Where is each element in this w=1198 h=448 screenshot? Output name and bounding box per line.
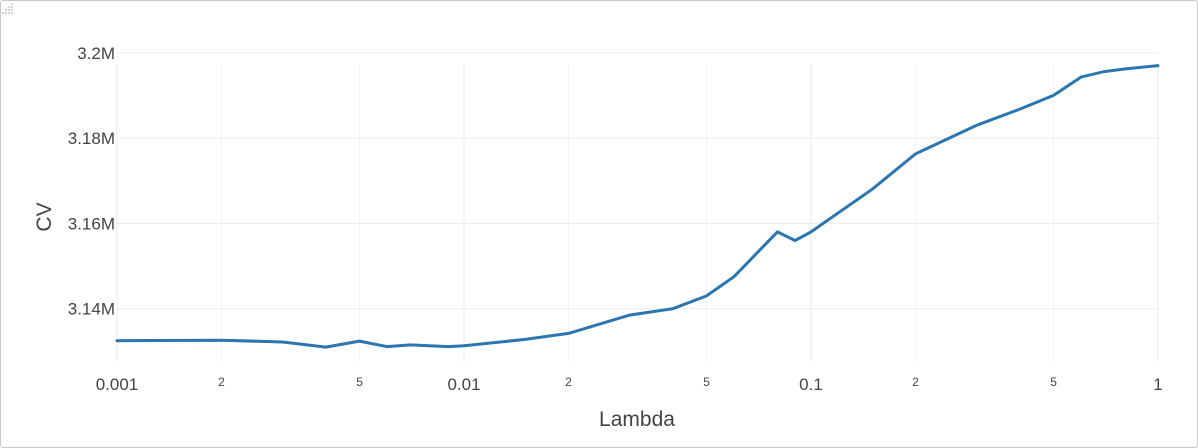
x-minor-tick-label: 5 (1050, 375, 1057, 389)
x-axis-ticks: 0.001 0.01 0.1 1 2 5 2 5 2 5 (96, 375, 1163, 394)
y-tick-label: 3.16M (68, 214, 115, 233)
y-axis-ticks: 3.14M 3.16M 3.18M 3.2M (68, 44, 115, 319)
series-line (115, 64, 1160, 349)
plot-area (115, 64, 1160, 349)
y-tick-label: 3.18M (68, 129, 115, 148)
x-minor-tick-label: 2 (218, 375, 225, 389)
y-tick-label: 3.14M (68, 300, 115, 319)
x-tick-label: 1 (1153, 375, 1162, 394)
y-tick-label: 3.2M (77, 44, 115, 63)
x-axis-title: Lambda (599, 408, 675, 431)
x-minor-tick-label: 2 (565, 375, 572, 389)
resize-grip-icon[interactable] (0, 0, 14, 14)
x-tick-label: 0.001 (96, 375, 139, 394)
x-minor-tick-label: 2 (912, 375, 919, 389)
x-minor-tick-label: 5 (703, 375, 710, 389)
grid (116, 52, 1159, 362)
x-minor-tick-label: 5 (356, 375, 363, 389)
y-axis-title: CV (33, 202, 56, 231)
x-tick-label: 0.1 (799, 375, 823, 394)
x-tick-label: 0.01 (447, 375, 480, 394)
